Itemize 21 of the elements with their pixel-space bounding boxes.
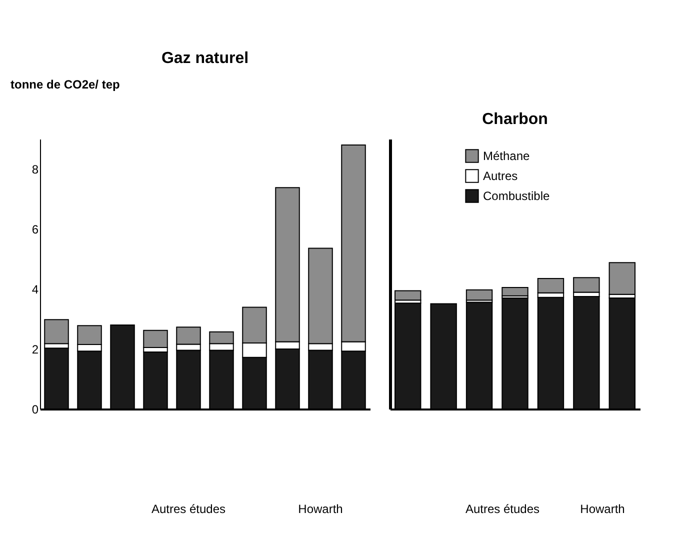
bar <box>608 262 636 295</box>
chart-title: Charbon <box>482 111 548 128</box>
legend-label: Méthane <box>483 149 530 163</box>
text: Autres études <box>151 502 226 516</box>
bar <box>44 319 69 344</box>
y-tick-label: 0 <box>32 402 39 416</box>
chart-title: Gaz naturel <box>161 50 249 67</box>
y-axis-title: tonne de CO2e/ tep <box>10 78 120 92</box>
y-tick-label: 4 <box>32 282 39 296</box>
bar <box>394 290 422 301</box>
bar <box>502 287 528 296</box>
text: Autres études <box>465 502 540 516</box>
bar <box>573 277 600 293</box>
text: Howarth <box>298 502 343 516</box>
y-tick-label: 6 <box>32 222 39 236</box>
legend-label: Autres <box>483 169 518 183</box>
text: Howarth <box>580 502 625 516</box>
y-tick-label: 8 <box>32 162 39 176</box>
y-tick-label: 2 <box>32 342 39 356</box>
bar <box>466 289 493 301</box>
legend-label: Combustible <box>483 189 550 203</box>
